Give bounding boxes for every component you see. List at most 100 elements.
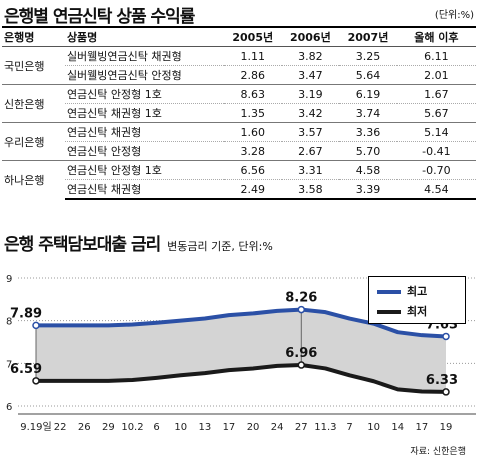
x-tick-label: 9.19일 — [20, 421, 51, 433]
returns-table-title: 은행별 연금신탁 상품 수익률 — [4, 7, 195, 27]
header-2005: 2005년 — [223, 26, 282, 47]
product-name: 연금신탁 채권형 — [64, 179, 224, 200]
x-tick-label: 10 — [367, 422, 380, 433]
legend-item-max: 최고 — [377, 282, 461, 300]
chart-source: 자료: 신한은행 — [410, 447, 466, 457]
product-name: 연금신탁 채권형 — [64, 122, 224, 142]
value-2007: 4.58 — [339, 160, 397, 180]
value-2006: 3.82 — [281, 46, 340, 66]
bank-name: 국민은행 — [2, 46, 65, 85]
value-ytd: -0.41 — [396, 141, 476, 161]
value-2006: 3.57 — [281, 122, 340, 142]
table-row: 신한은행 연금신탁 안정형 1호 8.63 3.19 6.19 1.67 — [2, 84, 476, 123]
x-tick-label: 27 — [295, 422, 308, 433]
table-row: 우리은행 연금신탁 채권형 1.60 3.57 3.36 5.14 — [2, 122, 476, 161]
product-name: 연금신탁 안정형 1호 — [64, 84, 224, 104]
value-2006: 3.47 — [281, 65, 340, 85]
header-2007: 2007년 — [339, 26, 397, 47]
value-2005: 1.60 — [223, 122, 282, 142]
x-tick-label: 14 — [391, 422, 404, 433]
y-tick-label: 6 — [6, 402, 12, 413]
product-name: 연금신탁 안정형 1호 — [64, 160, 224, 180]
value-ytd: 2.01 — [396, 65, 476, 85]
data-label: 6.59 — [10, 362, 42, 377]
data-point — [442, 332, 450, 341]
data-label: 8.26 — [285, 291, 317, 306]
value-2005: 1.35 — [223, 103, 282, 123]
legend-swatch-min — [377, 310, 401, 314]
data-label: 7.89 — [10, 306, 42, 321]
x-tick-label: 7 — [346, 422, 352, 433]
data-point — [442, 388, 450, 396]
header-product: 상품명 — [64, 26, 224, 47]
table-row: 연금신탁 안정형 3.28 2.67 5.70 -0.41 — [2, 141, 476, 161]
value-2006: 3.31 — [281, 160, 340, 180]
product-name: 연금신탁 채권형 1호 — [64, 103, 224, 123]
bank-name: 우리은행 — [2, 122, 65, 161]
data-point — [32, 377, 40, 385]
legend-label-min: 최저 — [407, 305, 428, 318]
value-2007: 3.36 — [339, 122, 397, 142]
value-2007: 5.70 — [339, 141, 397, 161]
value-2007: 3.74 — [339, 103, 397, 123]
legend-label-max: 최고 — [407, 285, 428, 298]
y-tick-label: 9 — [6, 274, 12, 285]
table-row: 실버웰빙연금신탁 안정형 2.86 3.47 5.64 2.01 — [2, 65, 476, 85]
value-2005: 6.56 — [223, 160, 282, 180]
value-2006: 3.42 — [281, 103, 340, 123]
series-line-min — [36, 363, 447, 394]
value-ytd: 5.14 — [396, 122, 476, 142]
rate-chart-title: 은행 주택담보대출 금리 변동금리 기준, 단위:% — [4, 230, 273, 255]
legend-item-min: 최저 — [377, 302, 461, 320]
data-label: 6.33 — [426, 373, 458, 388]
legend-swatch-max — [377, 290, 401, 294]
value-2005: 8.63 — [223, 84, 282, 104]
data-point — [297, 361, 306, 369]
value-2006: 2.67 — [281, 141, 340, 161]
value-2005: 2.86 — [223, 65, 282, 85]
header-bank: 은행명 — [2, 26, 65, 47]
value-ytd: 6.11 — [396, 46, 476, 66]
x-tick-label: 29 — [102, 422, 115, 433]
data-point — [32, 321, 40, 330]
x-tick-label: 13 — [198, 422, 211, 433]
x-tick-label: 17 — [416, 422, 429, 433]
rate-chart-title-text: 은행 주택담보대출 금리 — [4, 235, 161, 255]
header-ytd: 올해 이후 — [396, 26, 476, 47]
value-ytd: 4.54 — [396, 179, 476, 200]
table-row: 국민은행 실버웰빙연금신탁 채권형 1.11 3.82 3.25 6.11 — [2, 46, 476, 85]
value-2005: 1.11 — [223, 46, 282, 66]
x-tick-label: 24 — [271, 422, 284, 433]
header-2006: 2006년 — [281, 26, 340, 47]
rate-chart-subtitle: 변동금리 기준, 단위:% — [167, 240, 273, 253]
series-line-max — [36, 307, 447, 339]
bank-name: 하나은행 — [2, 160, 65, 199]
x-tick-label: 22 — [54, 422, 67, 433]
value-2005: 3.28 — [223, 141, 282, 161]
x-tick-label: 26 — [78, 422, 91, 433]
value-ytd: 1.67 — [396, 84, 476, 104]
x-tick-label: 10.2 — [121, 422, 143, 433]
product-name: 연금신탁 안정형 — [64, 141, 224, 161]
x-tick-label: 6 — [153, 422, 159, 433]
product-name: 실버웰빙연금신탁 안정형 — [64, 65, 224, 85]
value-2005: 2.49 — [223, 179, 282, 200]
y-tick-label: 7 — [6, 359, 12, 370]
returns-table: 은행명 상품명 2005년 2006년 2007년 올해 이후 국민은행 실버웰… — [2, 26, 476, 200]
returns-table-unit: (단위:%) — [434, 10, 474, 21]
value-ytd: 5.67 — [396, 103, 476, 123]
chart-legend: 최고 최저 — [368, 276, 466, 324]
returns-table-header-row: 은행명 상품명 2005년 2006년 2007년 올해 이후 — [2, 26, 476, 47]
value-2006: 3.19 — [281, 84, 340, 104]
x-tick-label: 19 — [440, 422, 453, 433]
table-row: 연금신탁 채권형 1호 1.35 3.42 3.74 5.67 — [2, 103, 476, 123]
value-2007: 6.19 — [339, 84, 397, 104]
x-tick-label: 11.3 — [314, 422, 336, 433]
value-2007: 3.39 — [339, 179, 397, 200]
data-point — [297, 305, 306, 314]
bank-name: 신한은행 — [2, 84, 65, 123]
data-label: 6.96 — [285, 346, 317, 361]
table-row: 연금신탁 채권형 2.49 3.58 3.39 4.54 — [2, 179, 476, 200]
x-tick-label: 10 — [174, 422, 187, 433]
